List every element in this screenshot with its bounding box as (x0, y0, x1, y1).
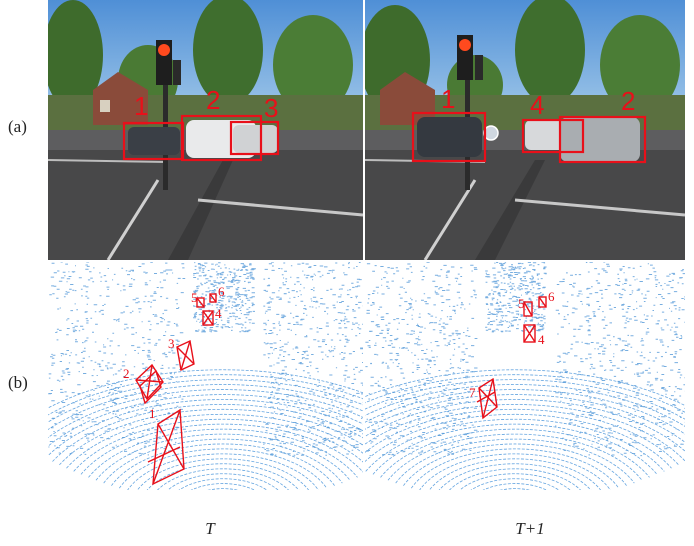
box-label-6: 6 (218, 284, 225, 299)
box-label-5: 5 (191, 290, 198, 305)
3d-box-4 (523, 324, 536, 343)
detection-label-2: 2 (206, 85, 220, 115)
3d-box-6 (209, 293, 217, 303)
3d-box-3 (176, 339, 195, 372)
3d-box-6 (538, 296, 547, 308)
detection-label-4: 4 (530, 90, 544, 120)
detection-box-2 (180, 114, 263, 162)
3d-box-5 (523, 301, 533, 317)
3d-box-5 (196, 297, 205, 308)
box-label-5: 5 (518, 296, 525, 311)
detection-label-1: 1 (441, 84, 455, 114)
detection-label-3: 3 (264, 93, 278, 123)
3d-box-7 (476, 377, 498, 420)
detection-label-1: 1 (134, 91, 148, 121)
camera-image-t1: 1 4 2 (365, 0, 685, 260)
3d-box-1 (147, 408, 185, 486)
box-label-2: 2 (123, 366, 130, 381)
row-label-a: (a) (8, 117, 27, 136)
detection-box-1 (411, 111, 487, 163)
detection-box-2 (558, 115, 647, 164)
box-label-1: 1 (149, 406, 156, 421)
detection-box-3 (229, 120, 280, 156)
lidar-pointcloud-t: 5 6 4 3 2 1 (48, 262, 363, 490)
3d-box-2 (135, 363, 164, 405)
box-label-4: 4 (538, 332, 545, 347)
box-label-7: 7 (469, 385, 476, 400)
box-label-3: 3 (168, 336, 175, 351)
row-label-b: (b) (8, 373, 28, 392)
camera-image-t: 1 2 3 (48, 0, 363, 260)
box-label-4: 4 (215, 306, 222, 321)
detection-box-4 (521, 118, 585, 154)
detection-label-2: 2 (621, 86, 635, 116)
caption-t1: T+1 (515, 519, 545, 538)
box-label-6: 6 (548, 289, 555, 304)
caption-t: T (205, 519, 215, 538)
lidar-pointcloud-t1: 5 6 4 7 (365, 262, 685, 490)
3d-box-4 (202, 310, 214, 326)
